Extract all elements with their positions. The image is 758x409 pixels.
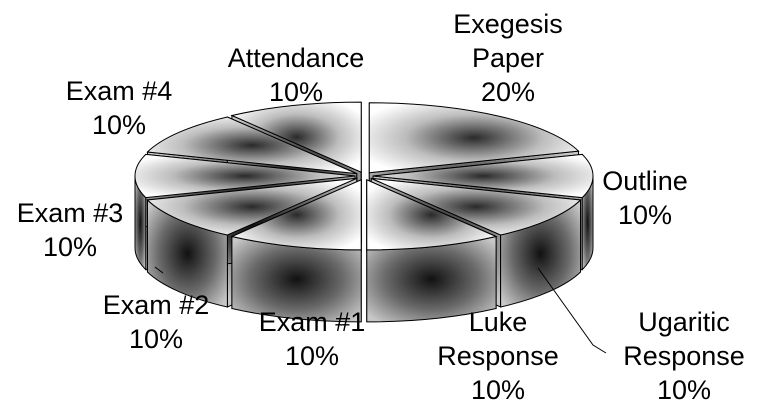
slice-label-0: Exegesis Paper 20% [453,9,563,107]
slice-label-1: Outline 10% [602,166,688,230]
slice-8-top [230,101,362,173]
slice-5-top [146,177,357,236]
slice-name-2-line-1: Response [623,341,745,371]
slice-2-top [371,177,582,236]
leader-line-2 [537,267,607,354]
slice-percent-5: 10% [129,324,183,354]
slice-name-2-line-0: Ugaritic [638,307,730,337]
slice-percent-1: 10% [618,200,672,230]
slice-label-5: Exam #2 10% [103,290,210,354]
slice-percent-3: 10% [471,375,525,405]
slice-name-8-line-0: Attendance [228,43,365,73]
slice-name-7-line-0: Exam #4 [66,76,173,106]
slice-label-2: Ugaritic Response 10% [623,307,745,405]
slice-name-3-line-1: Response [437,341,559,371]
slice-label-8: Attendance 10% [228,43,365,107]
slice-name-3-line-0: Luke [469,307,528,337]
slice-3-top [366,179,498,251]
slice-label-6: Exam #3 10% [17,198,124,262]
slice-7-top [146,116,357,175]
slice-percent-6: 10% [43,232,97,262]
leader-line-5 [154,266,164,274]
slice-percent-2: 10% [657,375,711,405]
slice-name-6-line-0: Exam #3 [17,198,124,228]
slice-1-top [372,153,594,199]
slice-name-1-line-0: Outline [602,166,688,196]
slice-percent-4: 10% [285,341,339,371]
slice-label-7: Exam #4 10% [66,76,173,140]
slice-0-top [368,102,580,174]
slice-name-5-line-0: Exam #2 [103,290,210,320]
leader-lines [154,266,607,354]
slice-name-0-line-0: Exegesis [453,9,563,39]
pie-slice-tops [134,101,594,251]
slice-percent-7: 10% [92,110,146,140]
slice-label-3: Luke Response 10% [437,307,559,405]
slice-percent-0: 20% [481,77,535,107]
slice-4-top [230,179,362,251]
slice-label-4: Exam #1 10% [259,307,366,371]
slice-labels: Exegesis Paper 20% Outline 10% Ugaritic Respon… [17,9,745,405]
slice-name-0-line-1: Paper [472,43,544,73]
slice-6-top [134,153,356,199]
slice-percent-8: 10% [269,77,323,107]
slice-name-4-line-0: Exam #1 [259,307,366,337]
